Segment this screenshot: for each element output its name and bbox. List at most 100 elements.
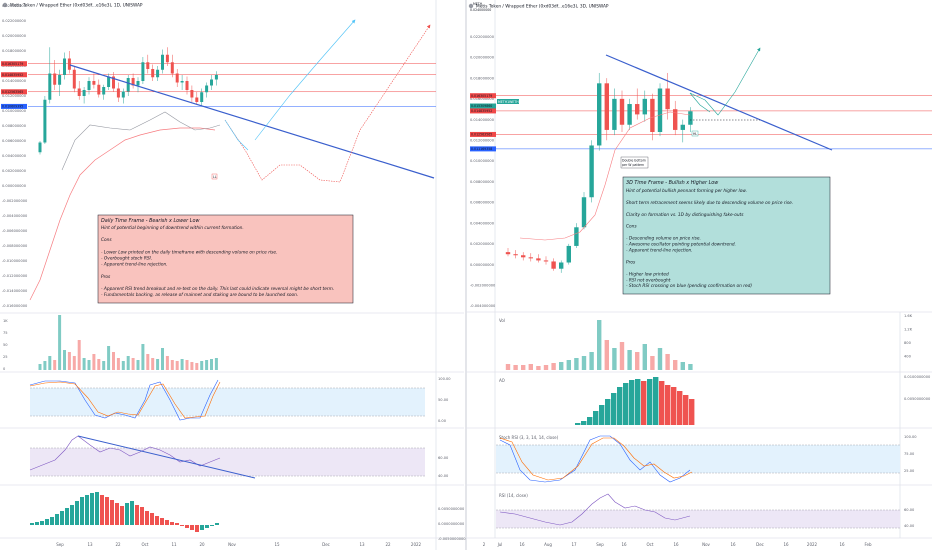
left-stoch-tick: 0.00 [438, 419, 447, 423]
left-analysis-note: Daily Time Frame - Bearish x Lower Low H… [97, 214, 354, 304]
right-ao-bar [599, 405, 605, 425]
left-ao-bar [75, 501, 79, 525]
right-stoch-pane: Stoch RSI (3, 3, 14, 14, close) 100.00 75… [496, 435, 917, 483]
left-ao-bar [115, 503, 119, 525]
left-time-tick: 2022 [411, 542, 422, 547]
right-price-tick: 0.008000000 [470, 180, 495, 184]
right-projection-arrow [689, 47, 761, 116]
left-ao-axis: 0.0050000000 0.0000000000 -0.0050000000 [438, 507, 466, 541]
left-ao-bar [180, 525, 184, 526]
right-ao-bar [653, 377, 659, 425]
right-candle [521, 255, 526, 258]
right-volume-tick: 1.2K [904, 328, 913, 332]
left-candle [180, 81, 184, 83]
left-candle [77, 88, 81, 96]
right-candle [665, 88, 670, 110]
right-time-tick: 2 [483, 542, 486, 547]
right-price-tick: 0.018000000 [470, 76, 495, 80]
left-symbol-icon [2, 2, 8, 8]
left-price-tick: 0.002000000 [2, 169, 27, 173]
right-time-tick: 16 [519, 542, 525, 547]
left-price-tick: 0.000000000 [2, 184, 27, 188]
left-price-tag [1, 72, 27, 78]
left-time-tick: 22 [115, 542, 121, 547]
left-candle [146, 62, 150, 69]
left-ao-bar [100, 495, 104, 525]
left-candle [126, 78, 130, 92]
right-volume-bar [589, 352, 594, 370]
left-ao-bar [135, 505, 139, 525]
right-meta-price: 0.024000000 [470, 8, 491, 12]
right-ao-bar [611, 393, 617, 425]
left-price-tick: -0.004000000 [2, 214, 28, 218]
left-rsi-line [29, 435, 221, 471]
right-candle [566, 245, 571, 263]
left-candle [156, 69, 160, 78]
right-price-tick: 0.012000000 [470, 138, 495, 142]
left-note-line: Cons [101, 237, 112, 243]
right-candle [581, 197, 587, 228]
left-volume-bar [87, 360, 91, 370]
right-volume-tick: 1.6K [904, 314, 913, 318]
right-chart-title: Metis Token / Wrapped Ether (0xd03df...e… [476, 4, 609, 10]
left-candle [214, 75, 218, 80]
right-volume-bar [665, 354, 670, 370]
left-candle [82, 90, 86, 96]
left-ao-bar [85, 495, 89, 525]
right-volume-bar [566, 360, 571, 370]
right-note-line: - Stoch RSI crossing on blue (pending co… [626, 283, 752, 289]
left-volume-bar [136, 360, 140, 370]
right-ao-tick: 0.0050000000 [904, 397, 931, 401]
right-annotation-line-2: per W pattern [622, 163, 644, 167]
right-trendline [605, 54, 833, 151]
right-time-tick: 17 [571, 542, 577, 547]
left-price-tick: -0.010000000 [2, 259, 28, 263]
right-ao-bar [683, 395, 689, 425]
right-ao-bar [593, 411, 599, 425]
left-price-tick: -0.012000000 [2, 274, 28, 278]
left-projection-red [224, 24, 431, 183]
left-chart-layout: Metis Token / Wrapped Ether (0xd03df...e… [0, 0, 467, 550]
left-ao-bar [170, 522, 174, 525]
left-candle [63, 58, 66, 75]
left-ao-bar [50, 517, 54, 525]
right-price-tag [470, 103, 496, 109]
left-rsi-pane: 60.00 40.00 [29, 435, 449, 479]
left-time-tick: 22 [385, 542, 391, 547]
right-candle [551, 261, 556, 269]
left-candle [53, 73, 57, 85]
left-ao-bar [205, 525, 209, 528]
right-ao-bar [641, 381, 647, 425]
left-stoch-k [29, 379, 219, 421]
left-volume-bar [63, 350, 66, 370]
left-ao-bar [210, 525, 214, 526]
right-candle [505, 252, 511, 255]
left-ao-pane [30, 492, 219, 532]
left-note-line: - Overbought stoch RSI. [101, 256, 152, 262]
left-candle [151, 69, 155, 78]
left-price-tick: 0.008000000 [2, 124, 27, 128]
right-note-line: - Awesome oscillator pointing potential … [626, 242, 736, 248]
right-volume-bar [513, 365, 518, 370]
left-volume-bar [205, 360, 209, 370]
right-volume-label: Vol [499, 318, 505, 323]
right-candle [680, 124, 685, 130]
right-note-line: Cons [626, 224, 637, 230]
right-price-tag-text: 0.012563565 [471, 133, 492, 137]
right-price-tag [470, 93, 496, 99]
left-candle [107, 76, 111, 87]
left-candle [102, 87, 106, 95]
right-candles [505, 72, 693, 273]
right-projection-arrow-2 [689, 92, 711, 113]
left-candle [92, 81, 96, 85]
right-candle [635, 104, 640, 115]
left-candle [170, 62, 174, 74]
left-time-axis: Sep 13 22 Oct 11 20 Nov 15 Dec 13 22 2022 [56, 542, 421, 547]
left-price-tag [1, 61, 27, 67]
left-volume-tick: 0 [3, 367, 6, 371]
left-time-tick: 13 [87, 542, 93, 547]
right-candle [619, 98, 625, 125]
left-ao-bar [65, 508, 69, 525]
